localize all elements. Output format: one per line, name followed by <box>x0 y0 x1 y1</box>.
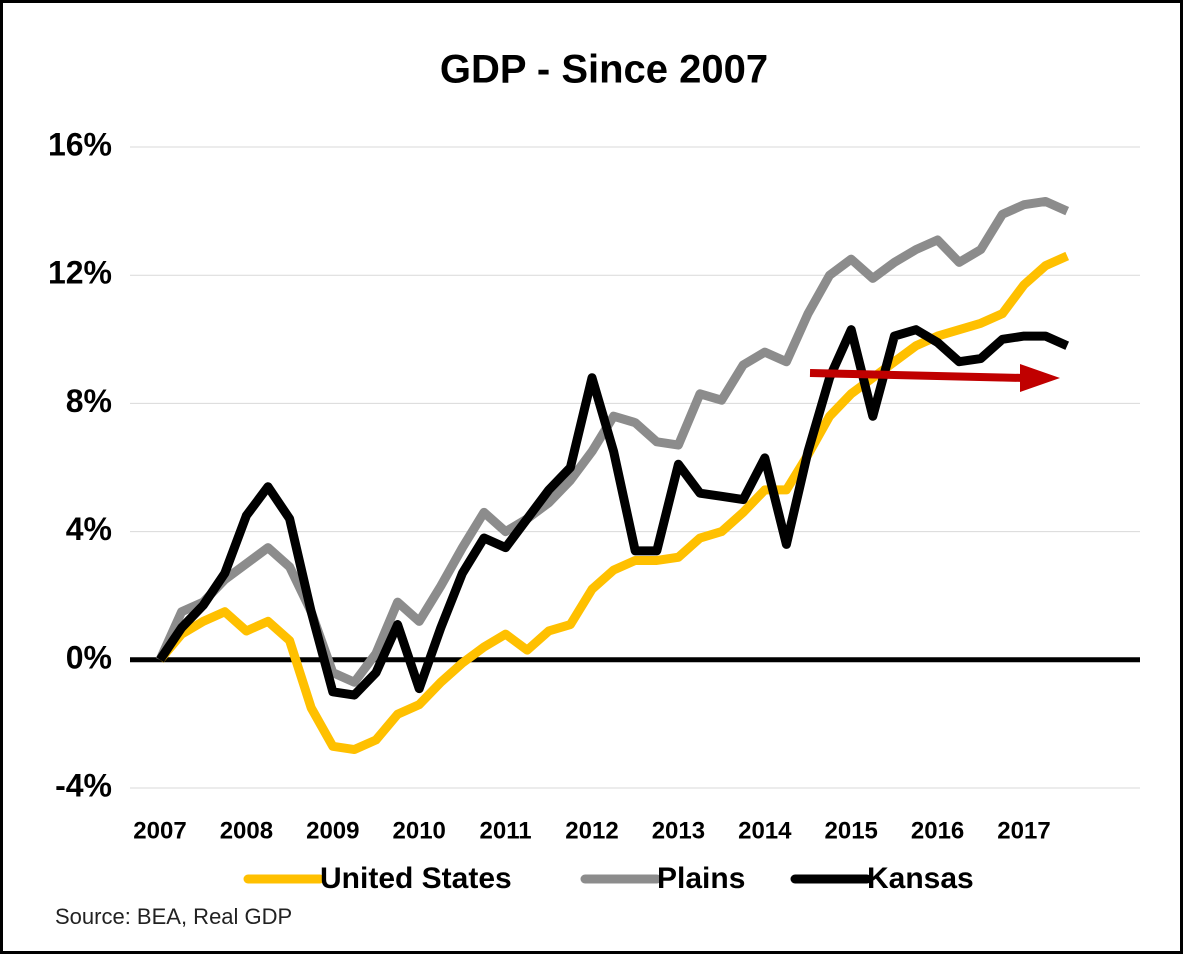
x-tick-label: 2011 <box>480 817 532 844</box>
lines <box>155 196 1070 755</box>
y-tick-label: 12% <box>48 255 112 291</box>
legend: United States Plains Kansas <box>243 862 974 895</box>
legend-label: United States <box>320 862 512 895</box>
source-note: Source: BEA, Real GDP <box>55 904 292 929</box>
y-tick-label: -4% <box>55 767 112 803</box>
chart-title: GDP - Since 2007 <box>440 48 768 92</box>
x-tick-label: 2017 <box>997 817 1050 844</box>
y-tick-label: 4% <box>66 511 112 547</box>
arrow-shaft <box>809 369 1026 382</box>
arrow-head <box>1020 364 1060 392</box>
legend-label: Kansas <box>867 862 974 895</box>
x-tick-label: 2010 <box>393 817 446 844</box>
y-tick-label: 0% <box>66 639 112 675</box>
x-tick-label: 2014 <box>738 817 792 844</box>
series-line <box>156 251 1070 755</box>
legend-label: Plains <box>657 862 745 895</box>
x-tick-label: 2015 <box>825 817 878 844</box>
x-tick-label: 2008 <box>220 817 273 844</box>
x-tick-label: 2016 <box>911 817 964 844</box>
x-tick-label: 2007 <box>133 817 186 844</box>
x-tick-label: 2012 <box>565 817 618 844</box>
x-tick-label: 2009 <box>306 817 359 844</box>
trend-arrow <box>809 364 1060 392</box>
series-line <box>156 325 1070 700</box>
y-tick-label: 16% <box>48 126 112 162</box>
x-tick-label: 2013 <box>652 817 705 844</box>
y-tick-label: 8% <box>66 383 112 419</box>
